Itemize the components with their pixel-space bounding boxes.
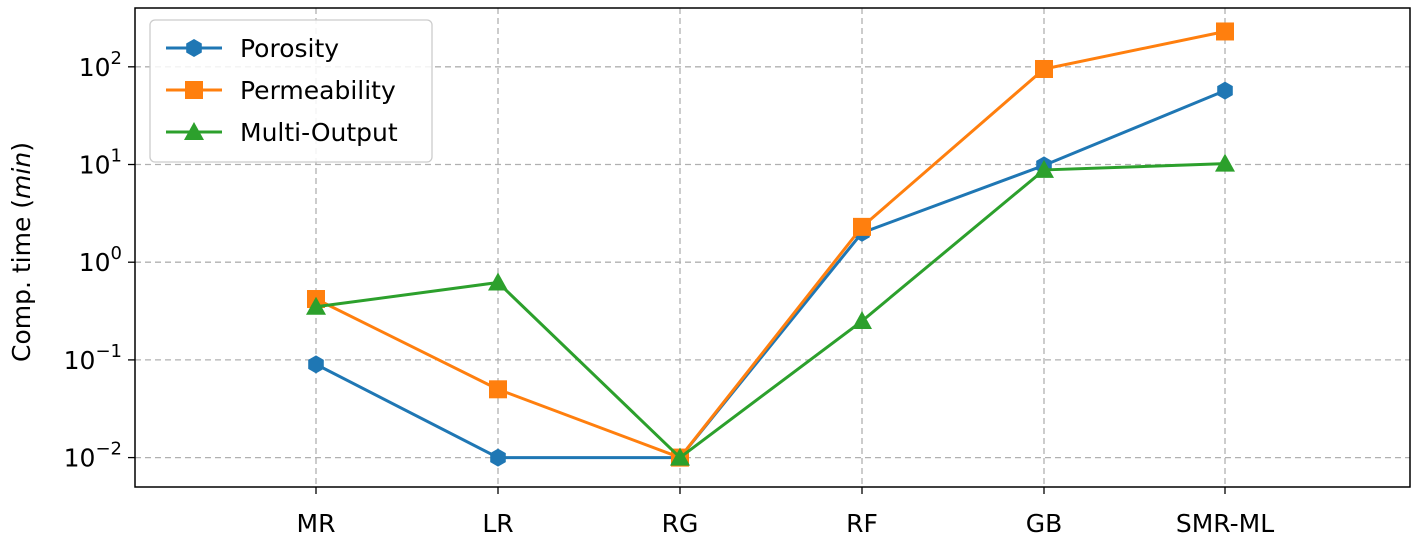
x-tick-label: GB xyxy=(1026,509,1063,538)
series-permeability xyxy=(307,22,1234,467)
series-layer xyxy=(306,22,1235,467)
y-axis-label: Comp. time (min) xyxy=(7,142,36,362)
data-point xyxy=(1215,153,1235,172)
y-tick-label: 100 xyxy=(79,243,122,277)
data-point xyxy=(853,217,871,236)
series-line xyxy=(315,30,1226,460)
data-point xyxy=(1035,59,1053,78)
x-tick-label: RG xyxy=(662,509,699,538)
y-tick-label: 102 xyxy=(79,48,122,82)
legend-item-multi-output: Multi-Output xyxy=(166,118,398,147)
legend-label: Multi-Output xyxy=(240,118,398,147)
series-line xyxy=(315,89,1226,460)
legend-box xyxy=(149,19,433,163)
x-tick-label: RF xyxy=(846,509,878,538)
data-point xyxy=(186,39,202,57)
data-point xyxy=(489,380,507,399)
y-tick-label: 10−2 xyxy=(64,439,122,473)
legend-item-permeability: Permeability xyxy=(166,76,396,105)
x-tick-label: SMR-ML xyxy=(1176,509,1274,538)
series-porosity xyxy=(308,81,1233,467)
data-point xyxy=(490,448,506,467)
legend-item-porosity: Porosity xyxy=(166,34,339,63)
data-point xyxy=(488,272,508,291)
data-point xyxy=(308,355,324,374)
legend-label: Permeability xyxy=(240,76,396,105)
x-tick-label: LR xyxy=(482,509,513,538)
data-point xyxy=(1034,159,1054,178)
x-axis: MR LR RG RF GB SMR-ML xyxy=(297,487,1274,538)
series-multi-output xyxy=(306,153,1235,466)
data-point xyxy=(185,81,203,99)
data-point xyxy=(184,122,204,140)
y-tick-label: 10−1 xyxy=(64,341,122,375)
y-axis: 10−2 10−1 100 101 102 xyxy=(64,48,135,473)
legend-label: Porosity xyxy=(240,34,339,63)
legend: Porosity Permeability Multi-Output xyxy=(149,19,433,163)
x-tick-label: MR xyxy=(297,509,336,538)
data-point xyxy=(306,296,326,315)
series-line xyxy=(315,162,1226,460)
data-point xyxy=(852,311,872,330)
data-point xyxy=(1216,22,1234,41)
data-point xyxy=(1217,81,1233,100)
y-tick-label: 101 xyxy=(79,146,122,180)
data-point xyxy=(670,447,690,466)
plot-frame xyxy=(134,7,1411,488)
